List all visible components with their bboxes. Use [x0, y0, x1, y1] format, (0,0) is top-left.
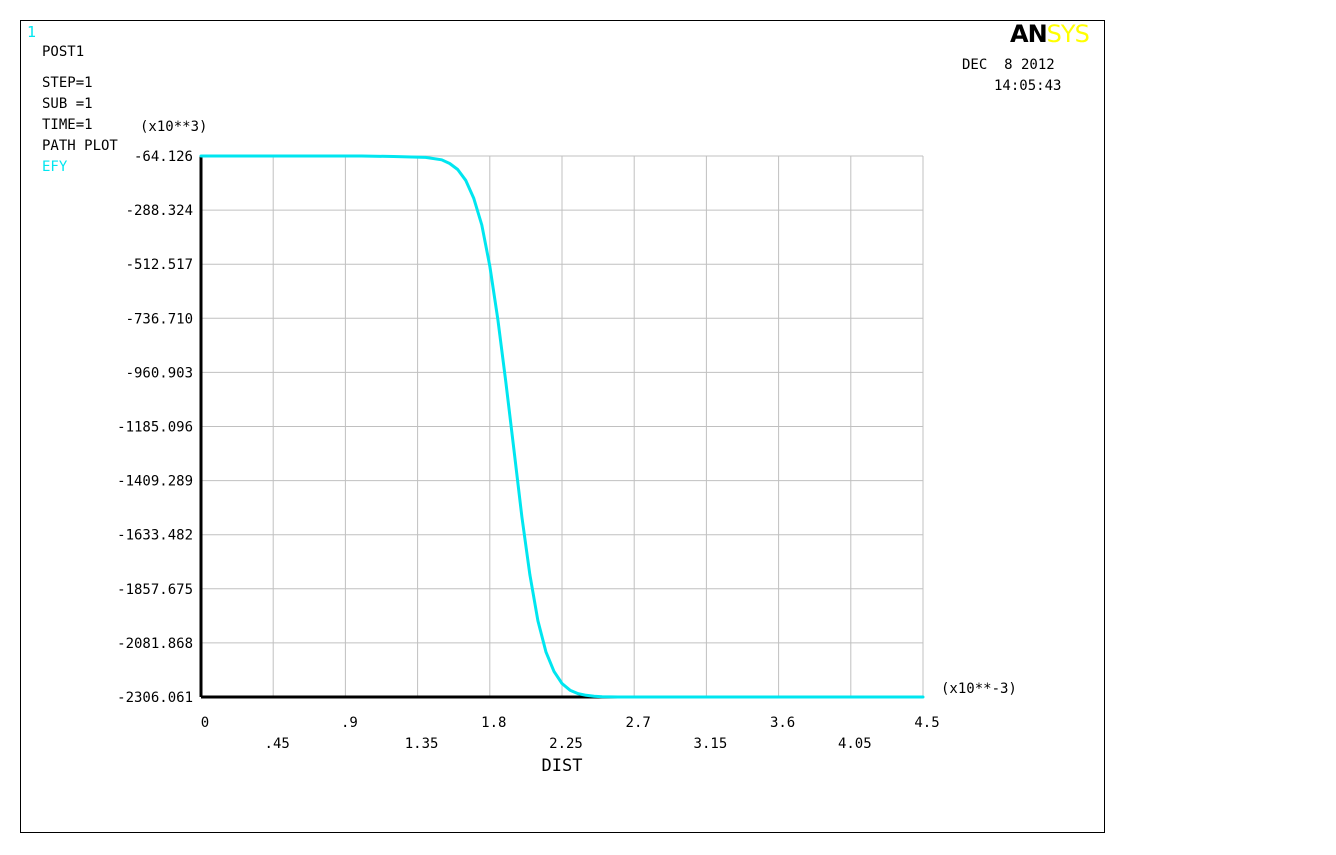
ansys-logo: ANSYS: [1010, 20, 1090, 48]
y-tick-label: -1185.096: [117, 420, 193, 436]
x-tick-label: 4.5: [914, 715, 939, 731]
y-tick-label: -64.126: [134, 149, 193, 165]
window-number: 1: [27, 23, 37, 41]
x-axis-multiplier: (x10**-3): [941, 681, 1017, 697]
x-tick-label: 3.15: [694, 736, 728, 752]
header-line-time: TIME=1: [42, 117, 93, 133]
y-tick-label: -512.517: [126, 257, 193, 273]
header-line-sub: SUB =1: [42, 96, 93, 112]
logo-part1: AN: [1010, 20, 1048, 48]
x-tick-label: 1.8: [481, 715, 506, 731]
y-tick-label: -2306.061: [117, 690, 193, 706]
plot-time: 14:05:43: [994, 78, 1062, 94]
y-tick-label: -1409.289: [117, 474, 193, 490]
y-tick-label: -960.903: [126, 365, 193, 381]
x-tick-label: .45: [265, 736, 290, 752]
x-tick-label: 1.35: [405, 736, 439, 752]
y-tick-label: -736.710: [126, 311, 193, 327]
header-line-path-plot: PATH PLOT: [42, 138, 118, 154]
x-tick-label: 2.25: [549, 736, 583, 752]
x-tick-label: 3.6: [770, 715, 795, 731]
series-line-efy: [199, 154, 925, 699]
header-line-step: STEP=1: [42, 75, 93, 91]
series-legend-label: EFY: [42, 159, 68, 175]
x-axis-label: DIST: [542, 756, 583, 776]
y-tick-label: -288.324: [126, 203, 193, 219]
x-tick-label: 2.7: [626, 715, 651, 731]
plot-date: DEC 8 2012: [962, 57, 1055, 73]
y-tick-label: -1633.482: [117, 528, 193, 544]
header-line-post1: POST1: [42, 44, 85, 60]
y-tick-label: -2081.868: [117, 636, 193, 652]
y-axis-multiplier: (x10**3): [140, 119, 207, 135]
x-tick-label: 4.05: [838, 736, 872, 752]
y-tick-label: -1857.675: [117, 582, 193, 598]
logo-part2: SYS: [1046, 20, 1090, 48]
x-tick-label: .9: [341, 715, 358, 731]
x-tick-label: 0: [201, 715, 209, 731]
